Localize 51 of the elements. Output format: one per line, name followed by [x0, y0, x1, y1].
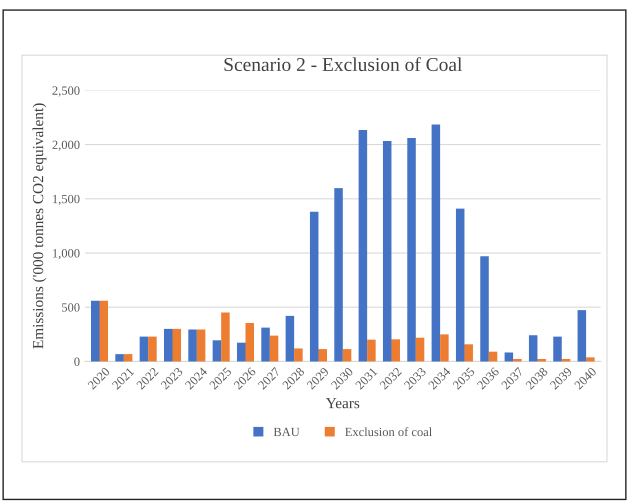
- y-tick-label: 0: [74, 357, 80, 366]
- bar: [188, 330, 197, 362]
- bar: [416, 338, 424, 362]
- bar: [391, 339, 400, 362]
- bar: [294, 348, 303, 362]
- chart-title: Scenario 2 - Exclusion of Coal: [224, 57, 462, 72]
- bar: [456, 208, 464, 362]
- bar: [504, 352, 514, 362]
- y-tick-label: 1,500: [53, 194, 80, 206]
- bar: [488, 352, 498, 362]
- bar: [212, 340, 222, 362]
- y-tick-label: 2,500: [52, 86, 80, 97]
- bar: [148, 336, 157, 362]
- bar: [318, 349, 327, 362]
- bar: [464, 344, 473, 362]
- bar: [367, 340, 376, 362]
- bar: [432, 124, 440, 362]
- bar: [221, 312, 230, 362]
- bar: [310, 212, 318, 362]
- y-axis-title: Emissions ('000 tonnes CO2 equivalent): [32, 103, 46, 349]
- bar: [140, 336, 148, 362]
- y-tick-label: 1,000: [53, 249, 80, 260]
- bar: [342, 349, 352, 362]
- y-tick-label: 2,000: [52, 140, 80, 151]
- bar: [90, 300, 100, 362]
- bar: [164, 328, 172, 362]
- bar: [286, 316, 294, 362]
- bar: [172, 328, 182, 362]
- bar: [407, 138, 416, 362]
- bar: [586, 357, 595, 362]
- y-tick-label: 500: [62, 303, 80, 312]
- legend-label: BAU: [274, 428, 300, 436]
- bar: [440, 334, 449, 362]
- bar: [358, 130, 368, 362]
- x-axis-title: Years: [326, 398, 360, 408]
- bar: [124, 354, 132, 362]
- bar: [236, 342, 246, 362]
- bar: [553, 336, 562, 362]
- bar: [115, 354, 124, 362]
- bar: [270, 336, 278, 362]
- legend-label: Exclusion of coal: [345, 427, 432, 436]
- bar: [196, 330, 206, 362]
- bar: [382, 141, 392, 362]
- bar: [578, 310, 586, 362]
- bar: [334, 188, 343, 362]
- bar: [245, 322, 254, 362]
- bar: [261, 328, 270, 362]
- x-tick-label: 2021: [112, 367, 134, 390]
- bar: [480, 256, 489, 362]
- bar: [100, 300, 108, 362]
- bar: [528, 335, 538, 362]
